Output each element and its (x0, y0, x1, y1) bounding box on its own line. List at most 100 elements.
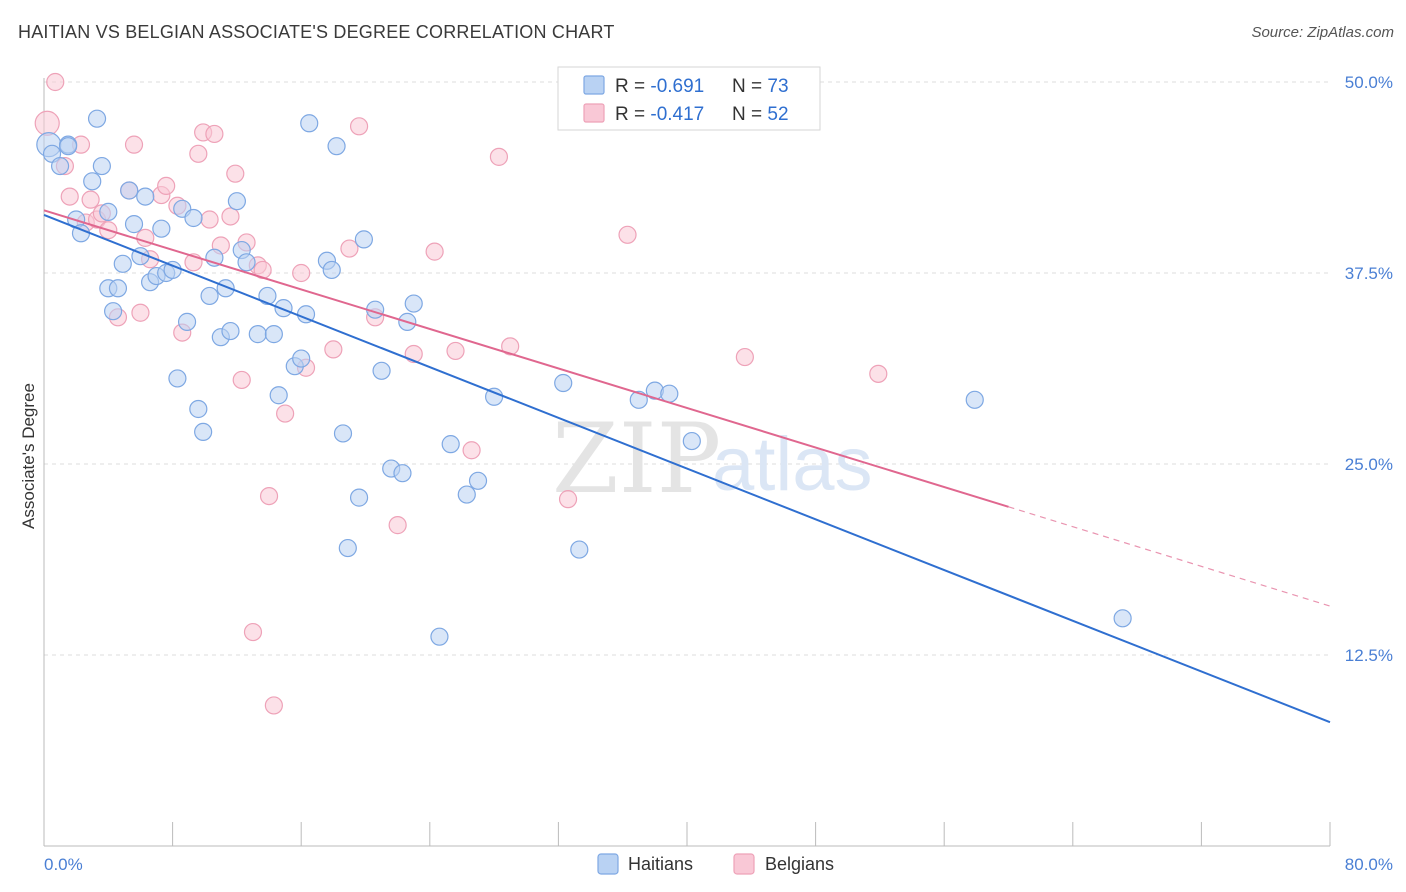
haitians-point (660, 384, 679, 403)
haitians-point (120, 181, 139, 200)
haitians-point (59, 137, 78, 156)
watermark-zip: ZIP (552, 403, 721, 515)
belgians-point (200, 210, 219, 229)
belgians-point (60, 187, 79, 206)
haitians-point (83, 172, 102, 191)
legend-haitians-n: N = 73 (732, 76, 789, 97)
haitians-point (393, 464, 412, 483)
y-tick-label: 12.5% (1345, 646, 1393, 665)
belgians-point (869, 364, 888, 383)
haitians-points (36, 109, 1132, 646)
belgians-point (489, 147, 509, 166)
y-tick-label: 50.0% (1345, 73, 1393, 92)
belgians-point (462, 441, 481, 460)
watermark-atlas: atlas (712, 422, 873, 507)
haitians-point (274, 299, 293, 318)
belgians-point (340, 239, 359, 258)
legend-belgians-swatch (583, 103, 605, 123)
belgians-point (388, 516, 407, 535)
y-tick-label: 37.5% (1345, 264, 1393, 283)
haitians-point (184, 208, 203, 228)
chart-source: Source: ZipAtlas.com (1251, 24, 1394, 41)
haitians-point (965, 390, 984, 409)
belgians-point (259, 486, 279, 506)
haitians-point (104, 302, 123, 321)
haitians-point (194, 422, 213, 442)
haitians-point (189, 399, 208, 419)
belgians-point (131, 303, 150, 322)
haitians-point (404, 294, 423, 313)
haitians-point (554, 373, 573, 393)
haitians-point (468, 471, 488, 490)
belgians-point (81, 190, 100, 209)
haitians-point (177, 312, 197, 331)
belgians-point (618, 225, 637, 244)
haitians-point (629, 390, 648, 409)
haitians-point (108, 279, 128, 298)
haitians-point (300, 114, 319, 133)
haitians-point (136, 187, 155, 206)
belgians-point (232, 370, 251, 390)
haitians-point (292, 349, 311, 368)
bottom-legend-haitians-label: Haitians (628, 854, 693, 874)
watermark: ZIP atlas (552, 403, 873, 515)
legend-haitians-swatch (583, 75, 605, 95)
haitians-point (457, 485, 476, 504)
belgians-point (501, 337, 520, 356)
belgians-point (157, 176, 176, 196)
bottom-legend-belgians-label: Belgians (765, 854, 834, 874)
haitians-point (327, 137, 346, 156)
haitians-point (227, 192, 246, 211)
belgians-point (189, 144, 208, 163)
trend-lines (43, 209, 1331, 724)
belgians-point (243, 622, 263, 642)
belgians-point (446, 341, 465, 361)
legend-haitians-r: R = -0.691 (615, 76, 704, 97)
haitians-point (269, 386, 288, 405)
belgians-point (264, 696, 283, 715)
y-axis-tick-labels: 12.5% 25.0% 37.5% 50.0% (1345, 73, 1393, 665)
x-tick-label-min: 0.0% (44, 855, 83, 874)
haitians-point (349, 488, 369, 507)
haitians-point (372, 361, 391, 380)
belgians-point (34, 110, 60, 136)
haitians-point (221, 321, 240, 341)
x-tick-label-max: 80.0% (1345, 855, 1393, 874)
haitians-point (338, 538, 357, 558)
belgians-point (276, 404, 295, 423)
bottom-legend-belgians-swatch (733, 853, 755, 875)
haitians-point (570, 540, 589, 559)
belgians-point (425, 242, 444, 261)
haitians-point (322, 260, 341, 280)
belgians-trend-line (43, 209, 1009, 508)
chart-title: HAITIAN VS BELGIAN ASSOCIATE'S DEGREE CO… (18, 22, 615, 42)
haitians-point (168, 369, 187, 388)
belgians-point (205, 124, 224, 144)
bottom-legend: Haitians Belgians (597, 853, 834, 875)
haitians-point (113, 254, 132, 273)
legend-box: R = -0.691 N = 73 R = -0.417 N = 52 (557, 66, 821, 131)
haitians-point (354, 230, 373, 249)
belgians-point (324, 340, 343, 359)
haitians-point (237, 253, 256, 272)
belgians-point (221, 207, 240, 226)
haitians-point (124, 215, 144, 234)
belgians-point (226, 164, 245, 183)
belgians-point (735, 347, 754, 367)
haitians-point (1113, 609, 1132, 628)
y-tick-label: 25.0% (1345, 455, 1393, 474)
belgians-point (292, 263, 311, 283)
haitians-point (92, 156, 111, 176)
y-axis-title: Associate's Degree (19, 383, 38, 529)
haitians-point (441, 435, 460, 454)
haitians-point (87, 109, 107, 128)
haitians-point (50, 156, 70, 176)
haitians-point (258, 286, 277, 306)
x-axis-ticks (43, 822, 1331, 846)
legend-belgians-n: N = 52 (732, 104, 789, 125)
haitians-point (430, 627, 449, 646)
haitians-point (333, 424, 353, 443)
belgians-point (46, 72, 65, 92)
haitians-point (682, 431, 701, 451)
